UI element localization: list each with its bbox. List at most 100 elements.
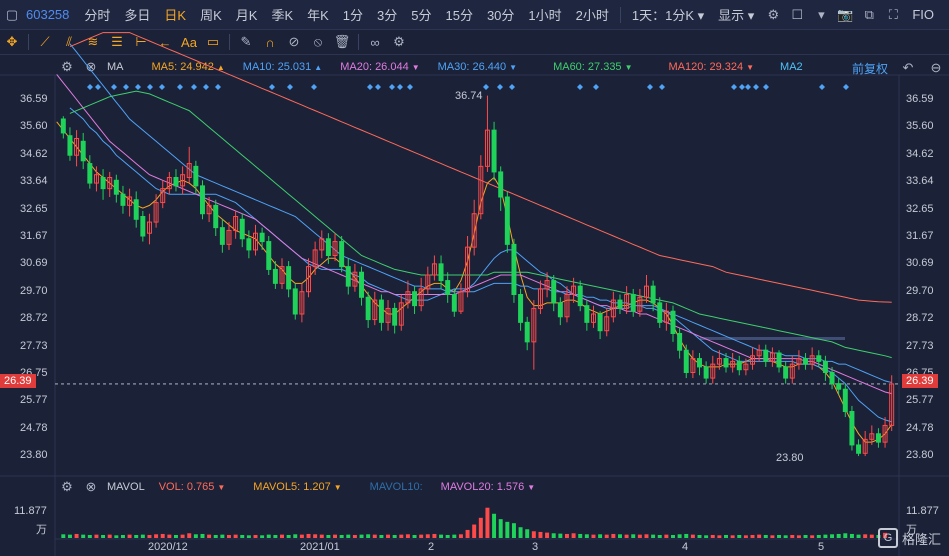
candle bbox=[359, 266, 365, 306]
wave-tool-icon[interactable]: ≋ bbox=[87, 34, 99, 49]
candle bbox=[365, 291, 371, 328]
candle bbox=[829, 366, 835, 390]
stock-code[interactable]: 603258 bbox=[26, 7, 70, 22]
volume-bar bbox=[810, 535, 815, 538]
fib-tool-icon[interactable]: ☰ bbox=[111, 34, 123, 49]
period-tab[interactable]: 多日 bbox=[124, 8, 151, 23]
period-tab[interactable]: 2小时 bbox=[575, 8, 609, 23]
time-label: 2021/01 bbox=[300, 541, 340, 553]
camera-icon[interactable]: 📷 bbox=[837, 6, 854, 22]
period-tab[interactable]: 1小时 bbox=[528, 8, 562, 23]
ma-close-icon[interactable]: ⊗ bbox=[85, 59, 97, 74]
period-tab[interactable]: 年K bbox=[307, 8, 329, 23]
volume-bar bbox=[286, 534, 291, 538]
period-tab[interactable]: 1分 bbox=[342, 8, 364, 23]
interval-select[interactable]: 1天：1分K ▾ bbox=[631, 8, 705, 23]
pen-icon[interactable]: ✎ bbox=[240, 34, 252, 49]
volume-bar bbox=[180, 534, 185, 538]
time-label: 5 bbox=[818, 541, 825, 553]
period-tab[interactable]: 15分 bbox=[445, 8, 473, 23]
volume-bar bbox=[677, 534, 682, 538]
candle bbox=[531, 300, 537, 370]
period-tab[interactable]: 日K bbox=[164, 8, 187, 23]
arrow-tool-icon[interactable]: ← bbox=[158, 34, 172, 50]
volume-bar bbox=[836, 533, 841, 538]
trash-icon[interactable]: 🗑 bbox=[333, 34, 351, 49]
undo-icon[interactable]: ↶ bbox=[902, 60, 914, 75]
candle bbox=[259, 227, 265, 250]
collapse-icon[interactable]: ⊖ bbox=[930, 60, 942, 75]
volume-bar bbox=[611, 533, 616, 538]
signal-dot bbox=[753, 84, 759, 90]
candle bbox=[630, 288, 636, 317]
candle bbox=[352, 263, 358, 292]
period-tab[interactable]: 分时 bbox=[84, 8, 111, 23]
candle bbox=[100, 169, 106, 200]
period-tab[interactable]: 季K bbox=[271, 8, 294, 23]
fullscreen-icon[interactable]: ⛶ bbox=[888, 6, 898, 22]
volume-bar bbox=[717, 535, 722, 538]
volume-bar bbox=[551, 533, 556, 538]
volume-bar bbox=[823, 534, 828, 538]
ma-line-ma10 bbox=[69, 107, 892, 423]
candle bbox=[213, 199, 219, 236]
fio-button[interactable]: FIO bbox=[912, 7, 934, 22]
candle bbox=[120, 185, 126, 214]
dropdown-icon[interactable]: ▾ bbox=[818, 6, 825, 22]
divider bbox=[28, 34, 29, 50]
link-icon[interactable]: ∞ bbox=[370, 34, 380, 50]
time-label: 2020/12 bbox=[148, 541, 188, 553]
candle bbox=[783, 361, 789, 384]
price-tick: 28.72 bbox=[906, 312, 934, 324]
volume-bar bbox=[61, 534, 66, 538]
external-window-icon[interactable]: ⧉ bbox=[864, 6, 874, 22]
settings-icon[interactable]: ⚙ bbox=[767, 6, 780, 22]
volume-bar bbox=[478, 517, 483, 538]
signal-dot bbox=[367, 84, 373, 90]
period-tab[interactable]: 3分 bbox=[377, 8, 398, 23]
price-axis-left: 36.59 35.60 34.62 33.64 32.65 31.67 30.69 29.70… bbox=[0, 80, 55, 470]
magnet-icon[interactable]: ∩ bbox=[265, 34, 275, 50]
candle bbox=[809, 347, 815, 370]
vol-value: VOL: 0.765 ▼ bbox=[158, 481, 226, 493]
price-tick: 31.67 bbox=[20, 229, 48, 242]
crosshair-icon[interactable]: ✥ bbox=[6, 34, 18, 49]
comment-tool-icon[interactable]: ▭ bbox=[206, 34, 220, 49]
line-tool-icon[interactable]: ⟋ bbox=[40, 34, 50, 49]
candle bbox=[133, 191, 139, 228]
period-tab[interactable]: 月K bbox=[235, 8, 258, 23]
period-tab[interactable]: 5分 bbox=[411, 8, 432, 23]
display-select[interactable]: 显示 ▾ bbox=[718, 8, 755, 23]
price-tick: 30.69 bbox=[20, 257, 48, 270]
signal-dot bbox=[763, 84, 769, 90]
period-tab[interactable]: 30分 bbox=[486, 8, 515, 23]
vol-close-icon[interactable]: ⊗ bbox=[85, 479, 97, 494]
volume-bar bbox=[538, 531, 543, 538]
checkbox-icon[interactable]: ☐ bbox=[791, 6, 804, 22]
volume-bar bbox=[379, 534, 384, 538]
candle bbox=[484, 95, 490, 172]
toolbar-settings-icon[interactable]: ⚙ bbox=[393, 34, 405, 49]
signal-dot bbox=[659, 84, 665, 90]
sidebar-toggle-icon[interactable]: ▢ bbox=[5, 6, 19, 22]
top-bar: ▢ 603258 分时 多日 日K 周K 月K 季K 年K 1分 3分 5分 15分 30分 1小时 2小… bbox=[0, 0, 949, 30]
channel-tool-icon[interactable]: ⫽ bbox=[66, 34, 72, 49]
volume-bar bbox=[81, 534, 86, 538]
text-tool-icon[interactable]: Aa bbox=[181, 34, 197, 50]
volume-bar bbox=[87, 534, 92, 538]
volume-axis-unit-right: 万 bbox=[906, 524, 917, 536]
adjust-toggle[interactable]: 前复权 bbox=[852, 62, 889, 76]
vol-settings-icon[interactable]: ⚙ bbox=[61, 479, 73, 494]
ma-settings-icon[interactable]: ⚙ bbox=[61, 59, 73, 74]
hide-icon[interactable]: ⦸ bbox=[313, 34, 323, 49]
period-tab[interactable]: 周K bbox=[200, 8, 222, 23]
range-tool-icon[interactable]: ⊢ bbox=[135, 34, 147, 49]
candle bbox=[624, 286, 630, 314]
volume-bar bbox=[863, 534, 868, 538]
volume-bar bbox=[571, 533, 576, 538]
volume-bar bbox=[313, 534, 318, 538]
candle bbox=[180, 166, 186, 195]
vol-values: VOL: 0.765 ▼ MAVOL5: 1.207 ▼ MAVOL10: MAVOL20… bbox=[159, 481, 535, 493]
lock-icon[interactable]: ⊘ bbox=[288, 34, 300, 49]
